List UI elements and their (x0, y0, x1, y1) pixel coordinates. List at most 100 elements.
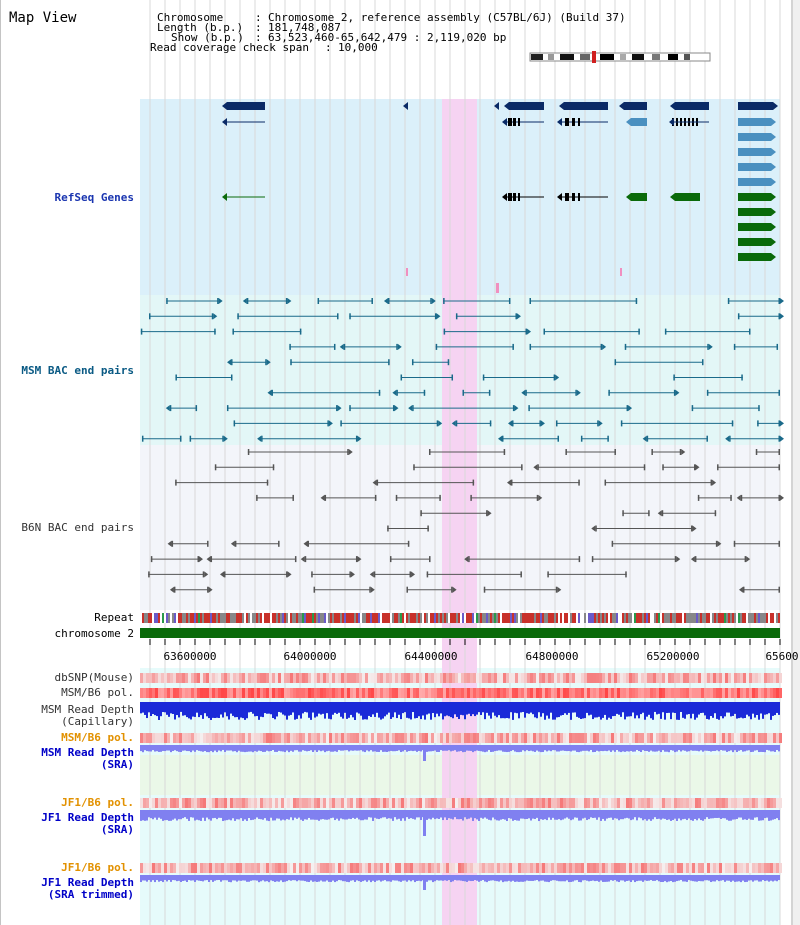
gene-strand-arrow (619, 102, 624, 110)
read-depth-bar (320, 875, 322, 881)
read-depth-bar (724, 745, 726, 751)
polymorphism-heat-cell (737, 673, 740, 683)
polymorphism-heat-cell (395, 673, 398, 683)
chromosome-label: Chromosome (157, 11, 224, 24)
read-depth-bar (148, 745, 150, 752)
polymorphism-heat-cell (602, 673, 605, 683)
polymorphism-heat-cell (779, 673, 782, 683)
read-depth-bar (584, 702, 586, 719)
track-label-dbsnp[interactable]: dbSNP(Mouse) (54, 671, 134, 684)
read-depth-bar (342, 875, 344, 882)
read-depth-bar (728, 702, 730, 713)
read-depth-bar (224, 702, 226, 713)
polymorphism-heat-cell (632, 673, 635, 683)
polymorphism-heat-cell (734, 688, 737, 698)
polymorphism-heat-cell (476, 798, 479, 808)
axis-tick-label: 65600 (765, 650, 799, 663)
bac-end-tick (324, 494, 327, 501)
read-depth-bar (204, 810, 206, 821)
track-label-msm-depth-capillary[interactable]: MSM Read Depth (41, 703, 134, 716)
track-label-jf1-b6-pol-2[interactable]: JF1/B6 pol. (61, 861, 134, 874)
bac-end-arrow (527, 328, 532, 335)
read-depth-bar (492, 810, 494, 818)
read-depth-bar (170, 875, 172, 882)
read-depth-bar (160, 810, 162, 819)
repeat-segment (426, 613, 428, 623)
read-depth-bar (416, 875, 418, 882)
read-depth-bar (452, 810, 454, 820)
repeat-segment (622, 613, 624, 623)
polymorphism-heat-cell (413, 688, 416, 698)
track-label-msm-depth-sra[interactable]: MSM Read Depth (41, 746, 134, 759)
read-depth-bar (740, 810, 742, 818)
polymorphism-heat-cell (158, 688, 161, 698)
read-depth-bar (772, 875, 774, 882)
track-label-refseq[interactable]: RefSeq Genes (54, 191, 134, 204)
track-label-msm-bac[interactable]: MSM BAC end pairs (21, 364, 134, 377)
bac-end-tick (141, 435, 144, 442)
read-depth-bar (608, 745, 610, 751)
gene-strand-arrow (504, 102, 509, 110)
read-depth-bar (590, 702, 592, 715)
track-label-jf1-b6-pol[interactable]: JF1/B6 pol. (61, 796, 134, 809)
bac-end-arrow (451, 420, 456, 427)
track-label-jf1-depth[interactable]: JF1 Read Depth (41, 811, 134, 824)
track-label-b6n-bac[interactable]: B6N BAC end pairs (21, 521, 134, 534)
read-depth-bar (288, 745, 290, 753)
read-depth-bar (728, 745, 730, 752)
polymorphism-heat-cell (692, 733, 695, 743)
polymorphism-heat-cell (563, 863, 566, 873)
read-depth-bar (476, 745, 478, 751)
polymorphism-heat-cell (476, 673, 479, 683)
read-depth-bar (400, 745, 402, 753)
track-label-jf1-trimmed[interactable]: JF1 Read Depth (41, 876, 134, 889)
track-label-repeat[interactable]: Repeat (94, 611, 134, 624)
polymorphism-heat-cell (215, 733, 218, 743)
read-depth-bar (232, 745, 234, 752)
repeat-segment (418, 613, 420, 623)
polymorphism-heat-cell (689, 863, 692, 873)
read-depth-bar (314, 745, 316, 751)
polymorphism-heat-cell (170, 673, 173, 683)
read-depth-bar (324, 745, 326, 753)
read-depth-bar (338, 875, 340, 881)
repeat-segment (620, 613, 622, 623)
repeat-segment (716, 613, 718, 623)
track-label-msm-b6-pol-2[interactable]: MSM/B6 pol. (61, 731, 134, 744)
polymorphism-heat-cell (176, 798, 179, 808)
polymorphism-heat-cell (623, 863, 626, 873)
gene-strand-arrow (771, 238, 776, 246)
read-depth-bar (396, 745, 398, 751)
polymorphism-heat-cell (446, 733, 449, 743)
polymorphism-heat-cell (674, 673, 677, 683)
read-depth-bar (250, 702, 252, 712)
read-depth-bar (636, 810, 638, 821)
polymorphism-heat-cell (323, 863, 326, 873)
read-depth-bar (192, 702, 194, 717)
repeat-segment (218, 613, 220, 623)
read-depth-bar (348, 745, 350, 752)
read-depth-bar (610, 875, 612, 881)
polymorphism-heat-cell (587, 798, 590, 808)
polymorphism-heat-cell (473, 673, 476, 683)
track-label-msm-b6-pol[interactable]: MSM/B6 pol. (61, 686, 134, 699)
polymorphism-heat-cell (755, 673, 758, 683)
polymorphism-heat-cell (236, 688, 239, 698)
polymorphism-heat-cell (566, 673, 569, 683)
track-label-chromosome[interactable]: chromosome 2 (54, 627, 134, 640)
read-depth-bar (688, 745, 690, 752)
polymorphism-heat-cell (350, 733, 353, 743)
read-depth-bar (342, 745, 344, 751)
polymorphism-heat-cell (728, 688, 731, 698)
read-depth-bar (156, 702, 158, 717)
polymorphism-heat-cell (587, 863, 590, 873)
read-depth-bar (628, 875, 630, 881)
bac-end-tick (529, 298, 531, 304)
read-depth-bar (544, 745, 546, 751)
polymorphism-heat-cell (497, 733, 500, 743)
read-depth-bar (532, 810, 534, 819)
bac-end-tick (237, 313, 239, 320)
repeat-segment (656, 613, 658, 623)
read-depth-bar (206, 810, 208, 818)
